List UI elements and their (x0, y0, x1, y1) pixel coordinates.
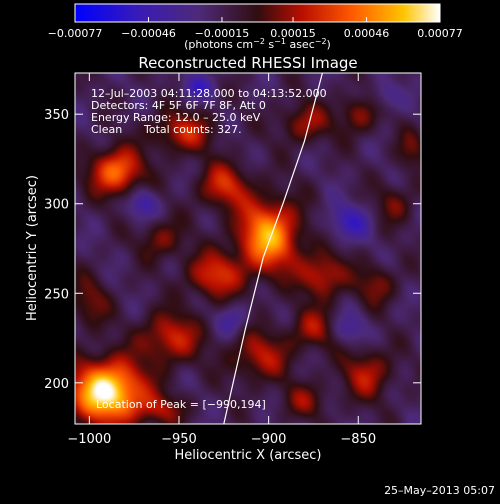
colorbar-tick-label: −0.00077 (48, 27, 103, 40)
plot-frame (74, 72, 422, 425)
x-axis-ticks: −1000 −950 −900 −850 (67, 73, 376, 447)
plot-area: −1000 −950 −900 −850 200 250 300 350 12–Jul–20… (44, 72, 422, 447)
x-tick-label: −900 (251, 432, 287, 447)
footer-date: 25–May–2013 05:07 (384, 484, 495, 497)
annotation-clean: Clean (91, 123, 122, 136)
y-axis-ticks: 200 250 300 350 (44, 108, 421, 392)
solar-limb-line (223, 73, 323, 424)
x-tick-label: −1000 (67, 432, 111, 447)
annotation-energy: Energy Range: 12.0 – 25.0 keV (91, 111, 261, 124)
colorbar-tick-label: 0.00077 (417, 27, 463, 40)
y-tick-label: 350 (44, 108, 69, 123)
colorbar-tick-label: 0.00046 (344, 27, 390, 40)
colorbar-ticks: −0.00077 −0.00046 −0.00015 0.00015 0.00046 0.… (48, 17, 463, 40)
x-axis-label: Heliocentric X (arcsec) (175, 448, 322, 463)
y-tick-label: 250 (44, 287, 69, 302)
colorbar-tick-label: −0.00015 (195, 27, 250, 40)
colorbar-tick-label: 0.00015 (270, 27, 316, 40)
y-axis-label: Heliocentric Y (arcsec) (25, 175, 40, 321)
chart-title: Reconstructed RHESSI Image (138, 54, 357, 72)
colorbar-gradient (74, 3, 441, 23)
colorbar-unit: (photons cm−2 s−1 asec−2) (184, 37, 331, 51)
annotation-detectors: Detectors: 4F 5F 6F 7F 8F, Att 0 (91, 99, 266, 112)
annotation-counts: Total counts: 327. (143, 123, 242, 136)
heatmap-image (75, 73, 421, 424)
x-tick-label: −950 (161, 432, 197, 447)
colorbar-tick-label: −0.00046 (121, 27, 176, 40)
annotation-peak: Location of Peak = [−990,194] (96, 398, 266, 411)
y-tick-label: 200 (44, 377, 69, 392)
colorbar: −0.00077 −0.00046 −0.00015 0.00015 0.00046 0.… (48, 3, 463, 51)
annotation-time-range: 12–Jul–2003 04:11:28.000 to 04:13:52.000 (91, 87, 327, 100)
x-tick-label: −850 (340, 432, 376, 447)
y-tick-label: 300 (44, 198, 69, 213)
